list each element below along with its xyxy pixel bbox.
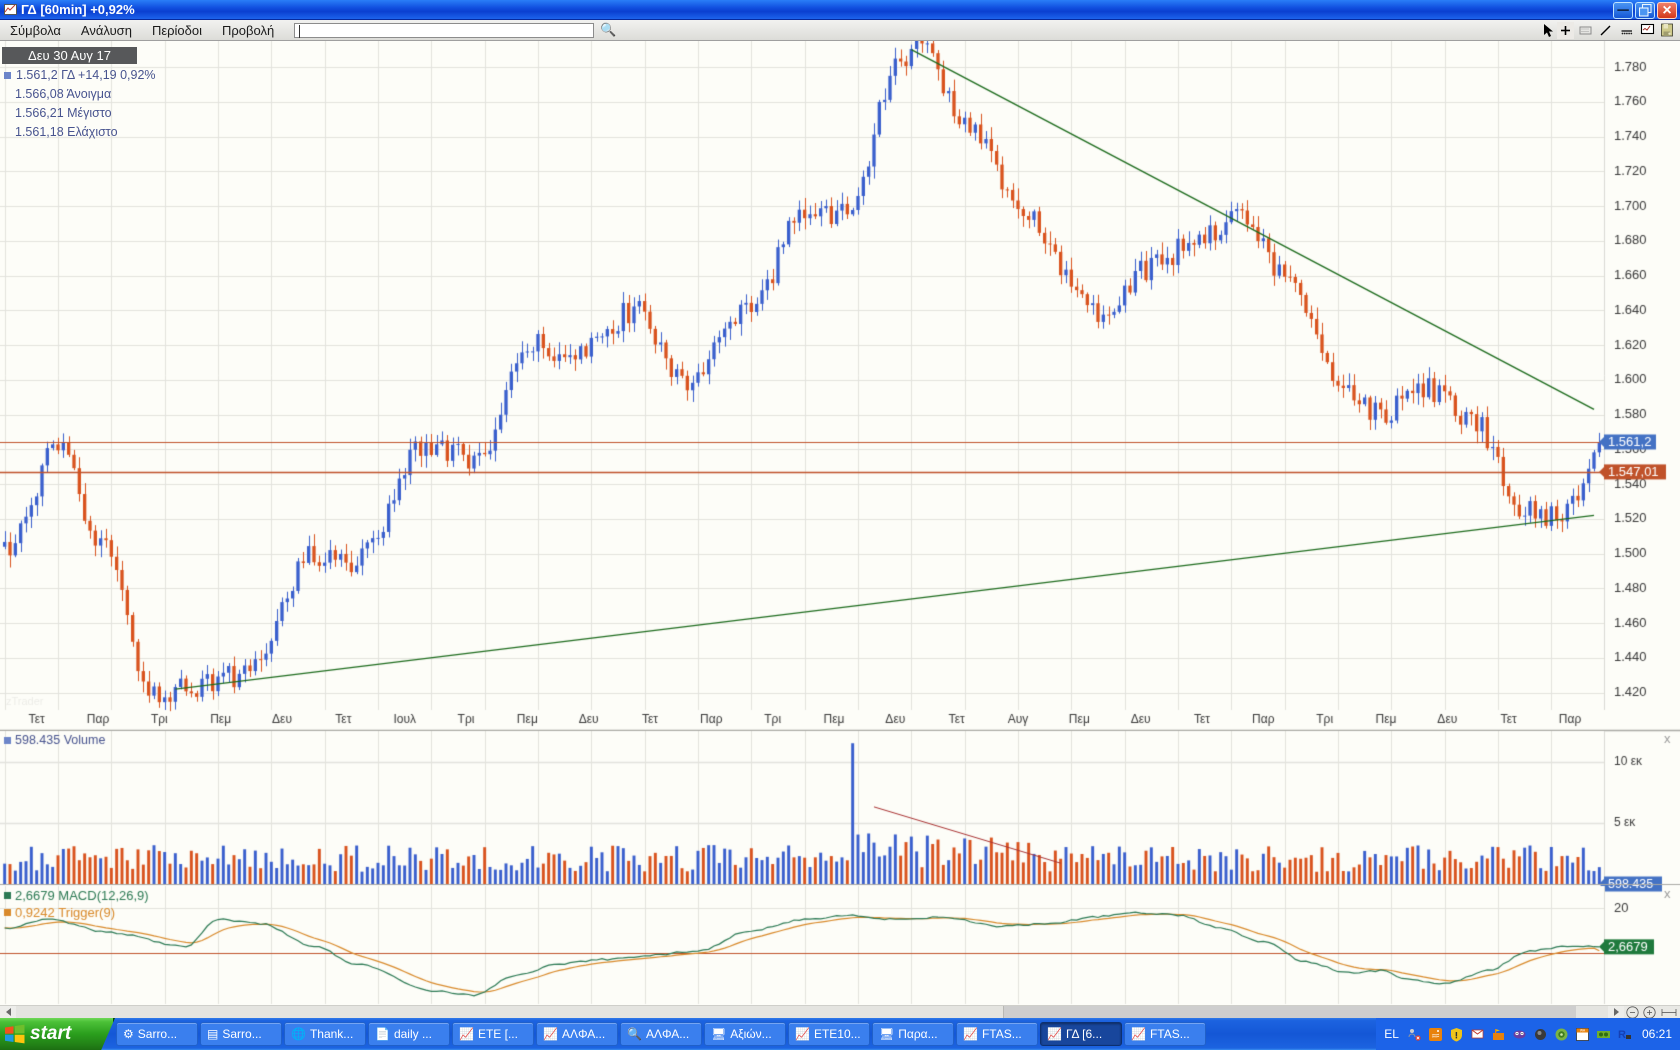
svg-text:WA: WA (1580, 1028, 1586, 1032)
svg-text:R: R (1618, 1029, 1626, 1041)
